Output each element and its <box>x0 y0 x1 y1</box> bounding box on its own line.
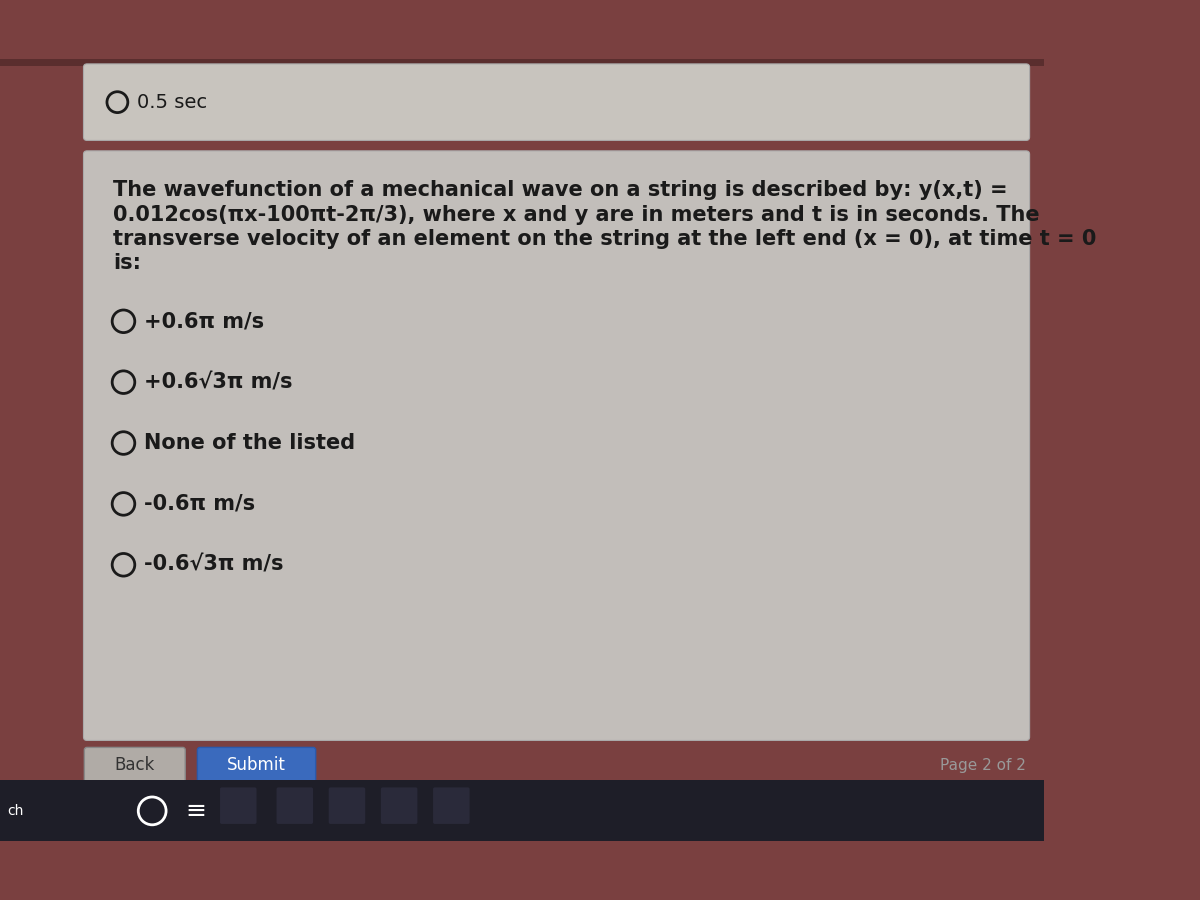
Text: transverse velocity of an element on the string at the left end (x = 0), at time: transverse velocity of an element on the… <box>113 230 1097 249</box>
FancyBboxPatch shape <box>0 58 1044 66</box>
Text: The wavefunction of a mechanical wave on a string is described by: y(x,t) =: The wavefunction of a mechanical wave on… <box>113 180 1008 201</box>
FancyBboxPatch shape <box>329 788 365 824</box>
Text: ≡: ≡ <box>185 799 206 823</box>
FancyBboxPatch shape <box>433 788 469 824</box>
Text: Submit: Submit <box>227 756 286 774</box>
Text: Page 2 of 2: Page 2 of 2 <box>941 758 1026 773</box>
Text: ch: ch <box>7 804 23 818</box>
FancyBboxPatch shape <box>84 151 1030 741</box>
Text: -0.6π m/s: -0.6π m/s <box>144 494 256 514</box>
Text: None of the listed: None of the listed <box>144 433 355 453</box>
Text: -0.6√3π m/s: -0.6√3π m/s <box>144 554 284 575</box>
FancyBboxPatch shape <box>198 747 316 783</box>
Text: 0.5 sec: 0.5 sec <box>137 93 206 112</box>
Text: +0.6√3π m/s: +0.6√3π m/s <box>144 373 293 392</box>
Text: is:: is: <box>113 254 142 274</box>
FancyBboxPatch shape <box>0 780 1044 842</box>
Text: +0.6π m/s: +0.6π m/s <box>144 311 264 331</box>
FancyBboxPatch shape <box>84 64 1030 140</box>
Text: 0.012cos(πx-100πt-2π/3), where x and y are in meters and t is in seconds. The: 0.012cos(πx-100πt-2π/3), where x and y a… <box>113 205 1039 225</box>
FancyBboxPatch shape <box>276 788 313 824</box>
FancyBboxPatch shape <box>84 747 185 783</box>
FancyBboxPatch shape <box>380 788 418 824</box>
FancyBboxPatch shape <box>220 788 257 824</box>
Text: Back: Back <box>115 756 155 774</box>
